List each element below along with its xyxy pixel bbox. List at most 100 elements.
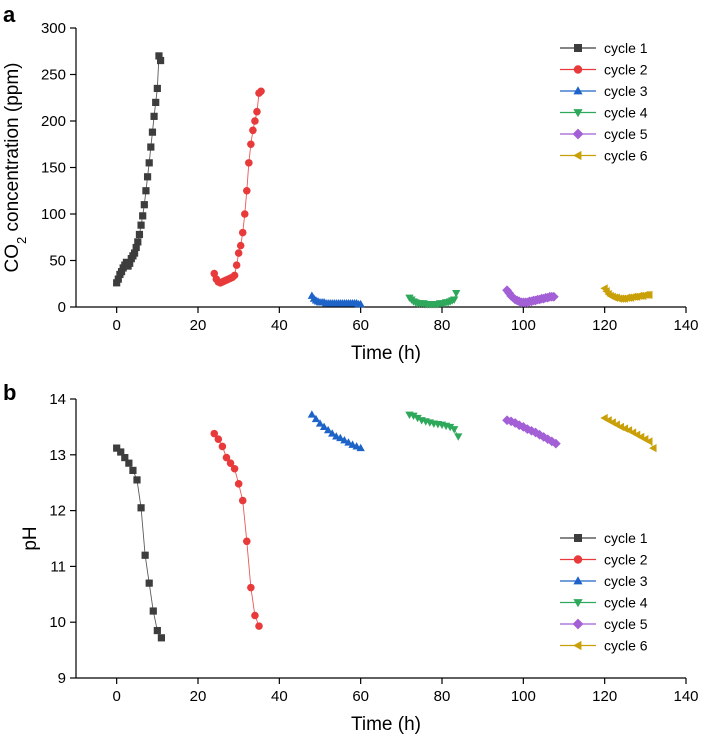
- data-point: [240, 210, 249, 218]
- data-point: [506, 416, 516, 427]
- data-point: [450, 426, 459, 434]
- data-point: [452, 289, 461, 298]
- data-point: [409, 412, 418, 421]
- legend-marker: [574, 534, 582, 542]
- legend-marker: [573, 150, 582, 161]
- data-point: [319, 422, 329, 430]
- data-point: [148, 128, 157, 136]
- y-tick-label: 150: [41, 160, 66, 177]
- panel-label-b: b: [3, 380, 16, 405]
- y-axis-label-subscript: 2: [14, 237, 29, 244]
- y-tick-label: 250: [41, 67, 66, 84]
- data-point: [315, 419, 325, 427]
- y-tick-label: 14: [49, 391, 66, 408]
- chart-panel-b: 0 20 40 60 80 100 120 140 9 10 11 12 13 14 Time (h) pH c…: [20, 391, 699, 735]
- legend-marker: [573, 109, 583, 118]
- data-point: [139, 212, 147, 220]
- data-point: [147, 143, 155, 151]
- x-axis-label: Time (h): [351, 714, 421, 735]
- data-point: [323, 425, 333, 434]
- data-point: [257, 87, 265, 96]
- data-point: [230, 271, 239, 280]
- x-tick-label: 100: [511, 317, 536, 334]
- series-cycle-1: [113, 52, 165, 287]
- chart-panel-a: 0 20 40 60 80 100 120 140 0 50 100 150 200 250 300 Time…: [2, 20, 699, 364]
- series-cycle-1: [113, 444, 165, 642]
- data-point: [356, 299, 365, 308]
- data-point: [222, 453, 231, 462]
- data-point: [149, 607, 157, 615]
- data-point: [129, 466, 137, 475]
- data-point: [214, 435, 223, 443]
- data-point: [145, 579, 153, 587]
- series-cycle-5: [502, 285, 559, 308]
- x-tick-label: 60: [352, 317, 369, 334]
- data-point: [234, 249, 243, 257]
- data-point: [157, 634, 165, 642]
- y-axis-label: CO2 concentration (ppm): [2, 63, 29, 273]
- data-point: [245, 159, 253, 167]
- y-tick-label: 50: [49, 253, 66, 270]
- data-point: [232, 261, 241, 269]
- data-point: [450, 296, 459, 304]
- data-point: [247, 140, 255, 149]
- y-axis-label-part: CO: [2, 244, 23, 273]
- data-point: [253, 107, 261, 116]
- legend-entry-label: cycle 6: [604, 148, 648, 164]
- legend-entry-label: cycle 3: [604, 83, 648, 99]
- x-tick-label: 20: [190, 688, 207, 705]
- x-tick-label: 20: [190, 317, 207, 334]
- data-point: [344, 438, 353, 446]
- y-tick-label: 100: [41, 206, 66, 223]
- data-point: [249, 126, 257, 135]
- series-cycle-2: [210, 429, 263, 630]
- data-point: [210, 429, 219, 438]
- x-tick-label: 120: [592, 688, 617, 705]
- legend-entry-label: cycle 1: [604, 40, 648, 56]
- data-point: [125, 459, 133, 467]
- y-tick-label: 11: [50, 558, 66, 575]
- panel-label-a: a: [3, 2, 16, 27]
- data-point: [153, 626, 161, 635]
- data-point: [645, 437, 653, 446]
- data-point: [152, 98, 160, 106]
- data-point: [534, 429, 545, 440]
- x-tick-label: 60: [352, 688, 369, 705]
- data-point: [510, 418, 521, 428]
- data-point: [236, 241, 245, 250]
- legend-marker: [573, 65, 583, 74]
- x-tick-label: 140: [673, 688, 698, 705]
- x-tick-label: 0: [112, 688, 120, 705]
- data-point: [234, 480, 243, 488]
- legend-entry-label: cycle 6: [604, 638, 648, 654]
- legend-entry-label: cycle 2: [604, 62, 648, 78]
- x-tick-label: 80: [434, 317, 451, 334]
- legend-entry-label: cycle 4: [604, 105, 648, 121]
- data-point: [340, 435, 349, 444]
- data-point: [145, 159, 153, 167]
- series-cycle-4: [405, 289, 461, 309]
- y-tick-label: 10: [49, 614, 66, 631]
- legend-marker: [573, 555, 583, 564]
- data-point: [649, 443, 657, 453]
- legend: cycle 1 cycle 2 cycle 3 cycle 4 cycle 5 cycle…: [560, 40, 648, 164]
- y-tick-label: 300: [41, 20, 66, 37]
- y-axis-label-part: concentration (ppm): [2, 63, 23, 237]
- legend-marker: [573, 576, 583, 585]
- data-point: [218, 442, 227, 451]
- data-point: [336, 433, 345, 442]
- x-tick-label: 140: [673, 317, 698, 334]
- data-point: [251, 117, 259, 125]
- series-cycle-3: [307, 410, 365, 452]
- legend-marker: [573, 599, 583, 608]
- series-cycle-6: [600, 413, 657, 453]
- series-cycle-2: [210, 87, 265, 287]
- legend-entry-label: cycle 4: [604, 595, 648, 611]
- y-tick-label: 13: [49, 447, 66, 464]
- data-point: [307, 410, 317, 418]
- legend-marker: [573, 640, 582, 651]
- data-point: [645, 290, 653, 300]
- x-tick-label: 120: [592, 317, 617, 334]
- series-line: [213, 433, 260, 627]
